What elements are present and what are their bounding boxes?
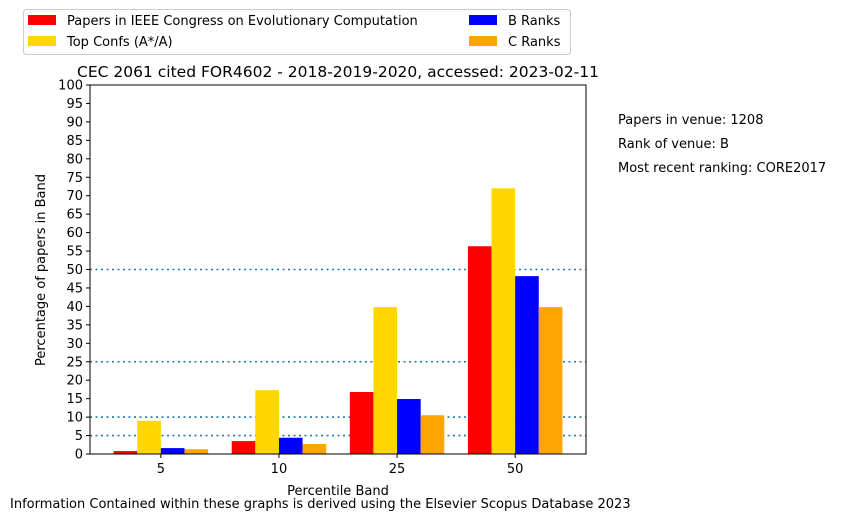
annotations: Papers in venue: 1208 Rank of venue: B Mos… [618, 113, 826, 176]
bars [113, 188, 563, 454]
annotation-1: Papers in venue: 1208 [618, 113, 763, 128]
y-tick-label-55: 55 [66, 245, 83, 260]
y-tick-label-85: 85 [66, 134, 83, 149]
legend-swatch-3 [469, 15, 497, 25]
legend: Papers in IEEE Congress on Evolutionary … [23, 9, 571, 55]
x-tick-label-25: 25 [389, 462, 406, 477]
legend-label-3: B Ranks [508, 14, 561, 29]
bar-1-25 [349, 392, 374, 454]
x-axis: 5 10 25 50 [157, 454, 524, 477]
y-tick-label-75: 75 [66, 171, 83, 186]
bar-2-25 [373, 307, 398, 454]
y-tick-label-30: 30 [66, 337, 83, 352]
y-tick-label-90: 90 [66, 115, 83, 130]
legend-label-1: Papers in IEEE Congress on Evolutionary … [67, 14, 418, 29]
bar-3-10 [278, 437, 303, 454]
bar-3-50 [515, 276, 539, 454]
bar-2-50 [491, 188, 516, 454]
y-tick-label-5: 5 [75, 429, 83, 444]
y-tick-label-95: 95 [66, 97, 83, 112]
y-tick-label-15: 15 [66, 392, 83, 407]
bar-4-25 [420, 415, 445, 454]
x-axis-label: Percentile Band [287, 484, 389, 499]
legend-label-4: C Ranks [508, 35, 561, 50]
legend-label-2: Top Confs (A*/A) [66, 35, 173, 50]
annotation-2: Rank of venue: B [618, 137, 729, 152]
legend-box [23, 9, 571, 55]
annotation-3: Most recent ranking: CORE2017 [618, 161, 826, 176]
y-tick-label-45: 45 [66, 281, 83, 296]
y-tick-label-50: 50 [66, 263, 83, 278]
legend-swatch-2 [28, 36, 56, 46]
y-axis: 0 5 10 15 20 25 30 35 40 45 50 55 60 65 70 75 80 85 90 95 10… [58, 79, 90, 463]
y-tick-label-60: 60 [66, 226, 83, 241]
y-tick-label-70: 70 [66, 189, 83, 204]
bar-4-50 [538, 307, 563, 454]
bar-1-5 [113, 451, 138, 454]
bar-4-10 [302, 444, 327, 454]
y-tick-label-35: 35 [66, 318, 83, 333]
chart-title: CEC 2061 cited FOR4602 - 2018-2019-2020,… [77, 63, 599, 81]
footer-note: Information Contained within these graph… [10, 497, 631, 512]
y-axis-label: Percentage of papers in Band [34, 174, 49, 366]
bar-1-10 [231, 441, 256, 454]
bar-1-50 [467, 246, 492, 454]
x-tick-label-5: 5 [157, 462, 165, 477]
y-tick-label-40: 40 [66, 300, 83, 315]
y-tick-label-20: 20 [66, 374, 83, 389]
y-tick-label-10: 10 [66, 411, 83, 426]
x-tick-label-10: 10 [271, 462, 288, 477]
y-tick-label-100: 100 [58, 79, 83, 94]
legend-swatch-1 [28, 15, 56, 25]
y-tick-label-25: 25 [66, 355, 83, 370]
legend-swatch-4 [469, 36, 497, 46]
bar-2-10 [255, 390, 279, 454]
bar-4-5 [184, 449, 209, 454]
bar-2-5 [137, 420, 161, 454]
y-tick-label-80: 80 [66, 152, 83, 167]
bar-3-25 [397, 399, 421, 454]
y-tick-label-0: 0 [75, 448, 83, 463]
bar-3-5 [160, 448, 185, 454]
x-tick-label-50: 50 [507, 462, 524, 477]
y-tick-label-65: 65 [66, 208, 83, 223]
